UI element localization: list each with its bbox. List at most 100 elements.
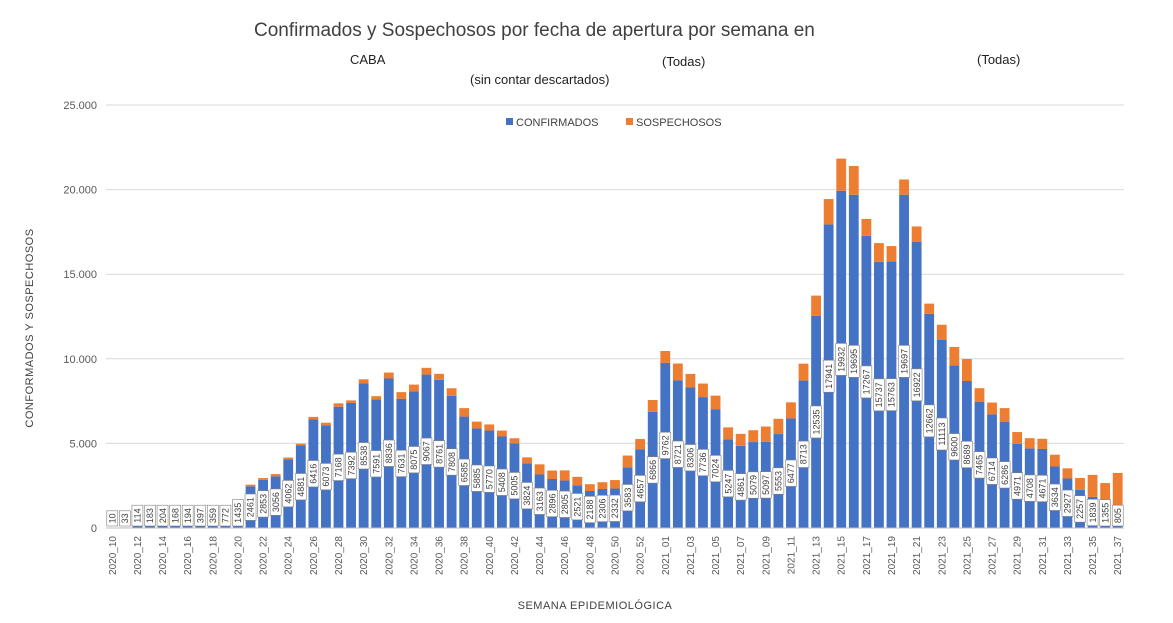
data-label-box bbox=[445, 448, 458, 476]
bar-sospechosos bbox=[685, 373, 696, 388]
data-label: 3163 bbox=[533, 487, 546, 515]
data-label: 7736 bbox=[697, 449, 709, 477]
data-label-text: 5097 bbox=[761, 475, 771, 495]
legend-swatch-confirmados bbox=[506, 118, 513, 125]
bar-sospechosos bbox=[848, 165, 859, 195]
data-label: 16922 bbox=[910, 368, 923, 402]
data-label: 4708 bbox=[1023, 474, 1036, 502]
bar-sospechosos bbox=[547, 470, 558, 479]
x-tick-label: 2020_36 bbox=[435, 536, 446, 575]
data-label-text: 4881 bbox=[296, 477, 306, 497]
data-label-text: 8689 bbox=[962, 444, 972, 464]
bar-sospechosos bbox=[723, 427, 734, 440]
data-label: 6866 bbox=[646, 456, 659, 484]
bar-sospechosos bbox=[760, 426, 771, 442]
bar-sospechosos bbox=[245, 484, 256, 487]
data-label: 1839 bbox=[1086, 498, 1099, 526]
bar-sospechosos bbox=[321, 422, 331, 426]
data-label-box bbox=[131, 504, 144, 527]
y-tick-label: 20.000 bbox=[63, 185, 97, 197]
data-label-text: 8713 bbox=[799, 444, 809, 464]
bar-sospechosos bbox=[974, 388, 985, 402]
data-label-text: 12662 bbox=[924, 408, 934, 433]
x-tick-label: 2020_24 bbox=[284, 536, 295, 575]
data-label: 7024 bbox=[709, 455, 722, 483]
data-label-box bbox=[508, 472, 521, 500]
data-label-box bbox=[269, 488, 282, 516]
x-tick-label: 2021_11 bbox=[786, 536, 797, 575]
data-label-text: 397 bbox=[195, 508, 205, 523]
x-tick-label: 2021_15 bbox=[837, 536, 848, 575]
data-label-text: 2521 bbox=[572, 497, 582, 517]
x-tick-label: 2020_38 bbox=[460, 536, 471, 575]
data-label-box bbox=[1061, 489, 1074, 517]
data-label-text: 1435 bbox=[233, 503, 243, 523]
data-label: 11113 bbox=[935, 417, 948, 451]
data-label-text: 5553 bbox=[774, 471, 784, 491]
bar-sospechosos bbox=[987, 402, 997, 415]
data-label-text: 3056 bbox=[271, 492, 281, 512]
x-tick-label: 2021_29 bbox=[1013, 536, 1024, 575]
bar-sospechosos bbox=[1037, 438, 1048, 449]
data-label-text: 17267 bbox=[862, 369, 872, 394]
data-label-text: 8075 bbox=[409, 450, 419, 470]
data-label-box bbox=[420, 437, 433, 465]
data-label-box bbox=[822, 359, 835, 393]
bar-sospechosos bbox=[584, 484, 595, 491]
bar-sospechosos bbox=[283, 457, 294, 460]
bar-sospechosos bbox=[371, 396, 382, 400]
data-label-text: 2188 bbox=[585, 499, 595, 519]
data-label-box bbox=[785, 459, 797, 487]
data-label: 4671 bbox=[1036, 474, 1049, 502]
data-label-box bbox=[734, 473, 747, 501]
data-label: 5885 bbox=[470, 464, 483, 492]
data-label: 6585 bbox=[458, 458, 470, 486]
data-label-box bbox=[332, 453, 345, 481]
data-label: 8538 bbox=[357, 442, 370, 470]
data-label: 5408 bbox=[496, 468, 508, 496]
data-label-box bbox=[571, 493, 584, 521]
data-label-box bbox=[684, 444, 697, 472]
bar-sospechosos bbox=[559, 470, 570, 481]
data-label-box bbox=[948, 433, 961, 461]
data-label: 204 bbox=[156, 504, 169, 527]
data-label: 2521 bbox=[571, 493, 584, 521]
data-label-box bbox=[1036, 474, 1049, 502]
bar-sospechosos bbox=[811, 295, 821, 316]
data-label-text: 8836 bbox=[384, 443, 394, 463]
data-label-box bbox=[986, 457, 998, 485]
data-label-box bbox=[584, 495, 596, 523]
data-label: 7465 bbox=[973, 451, 986, 479]
data-label-box bbox=[747, 471, 760, 499]
data-label-text: 6416 bbox=[309, 464, 319, 484]
bar-sospechosos bbox=[1087, 474, 1098, 497]
data-label: 9067 bbox=[420, 437, 433, 465]
bar-sospechosos bbox=[911, 226, 922, 242]
data-label-text: 3163 bbox=[535, 491, 545, 511]
bar-sospechosos bbox=[861, 218, 872, 236]
data-label-box bbox=[797, 440, 810, 468]
legend: CONFIRMADOS SOSPECHOSOS bbox=[506, 117, 722, 129]
x-tick-label: 2020_40 bbox=[485, 536, 496, 575]
x-tick-label: 2020_12 bbox=[133, 536, 144, 575]
data-label: 9762 bbox=[659, 431, 672, 459]
x-tick-label: 2021_25 bbox=[962, 536, 973, 575]
data-label: 5005 bbox=[508, 472, 521, 500]
data-label-text: 6477 bbox=[786, 463, 796, 483]
data-label-box bbox=[244, 493, 257, 521]
data-label: 2896 bbox=[546, 489, 558, 517]
data-label-box bbox=[483, 465, 496, 493]
data-label-text: 2896 bbox=[547, 493, 557, 513]
bar-sospechosos bbox=[1112, 472, 1123, 515]
data-label: 7808 bbox=[445, 448, 458, 476]
data-label: 2188 bbox=[584, 495, 596, 523]
data-label-text: 183 bbox=[145, 508, 155, 523]
bar-sospechosos bbox=[748, 430, 759, 443]
data-label: 7168 bbox=[332, 453, 345, 481]
data-label-text: 7168 bbox=[334, 457, 344, 477]
bar-sospechosos bbox=[961, 358, 972, 381]
data-label-text: 10 bbox=[107, 513, 117, 523]
data-label-text: 194 bbox=[183, 508, 193, 523]
bar-sospechosos bbox=[459, 408, 470, 417]
x-tick-label: 2021_35 bbox=[1088, 536, 1099, 575]
